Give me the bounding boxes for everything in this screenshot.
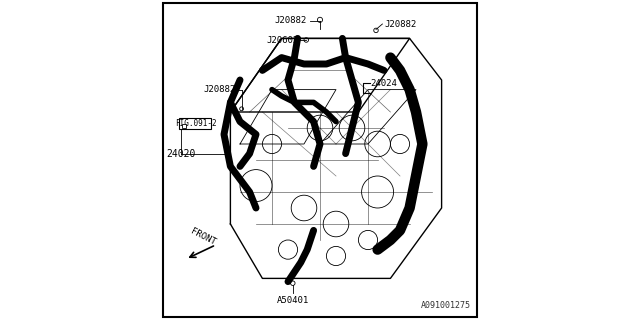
Text: A091001275: A091001275	[420, 301, 470, 310]
Text: FIG.091-2: FIG.091-2	[175, 119, 216, 128]
Text: A50401: A50401	[276, 296, 309, 305]
Text: J20602: J20602	[266, 36, 298, 44]
Text: J20882: J20882	[384, 20, 416, 28]
Bar	[179, 118, 211, 129]
Text: J20882: J20882	[204, 85, 236, 94]
Text: FRONT: FRONT	[189, 227, 217, 247]
Text: 24020: 24020	[166, 148, 196, 159]
Text: J20882: J20882	[275, 16, 307, 25]
Bar	[182, 124, 186, 128]
Text: 24024: 24024	[371, 79, 397, 88]
